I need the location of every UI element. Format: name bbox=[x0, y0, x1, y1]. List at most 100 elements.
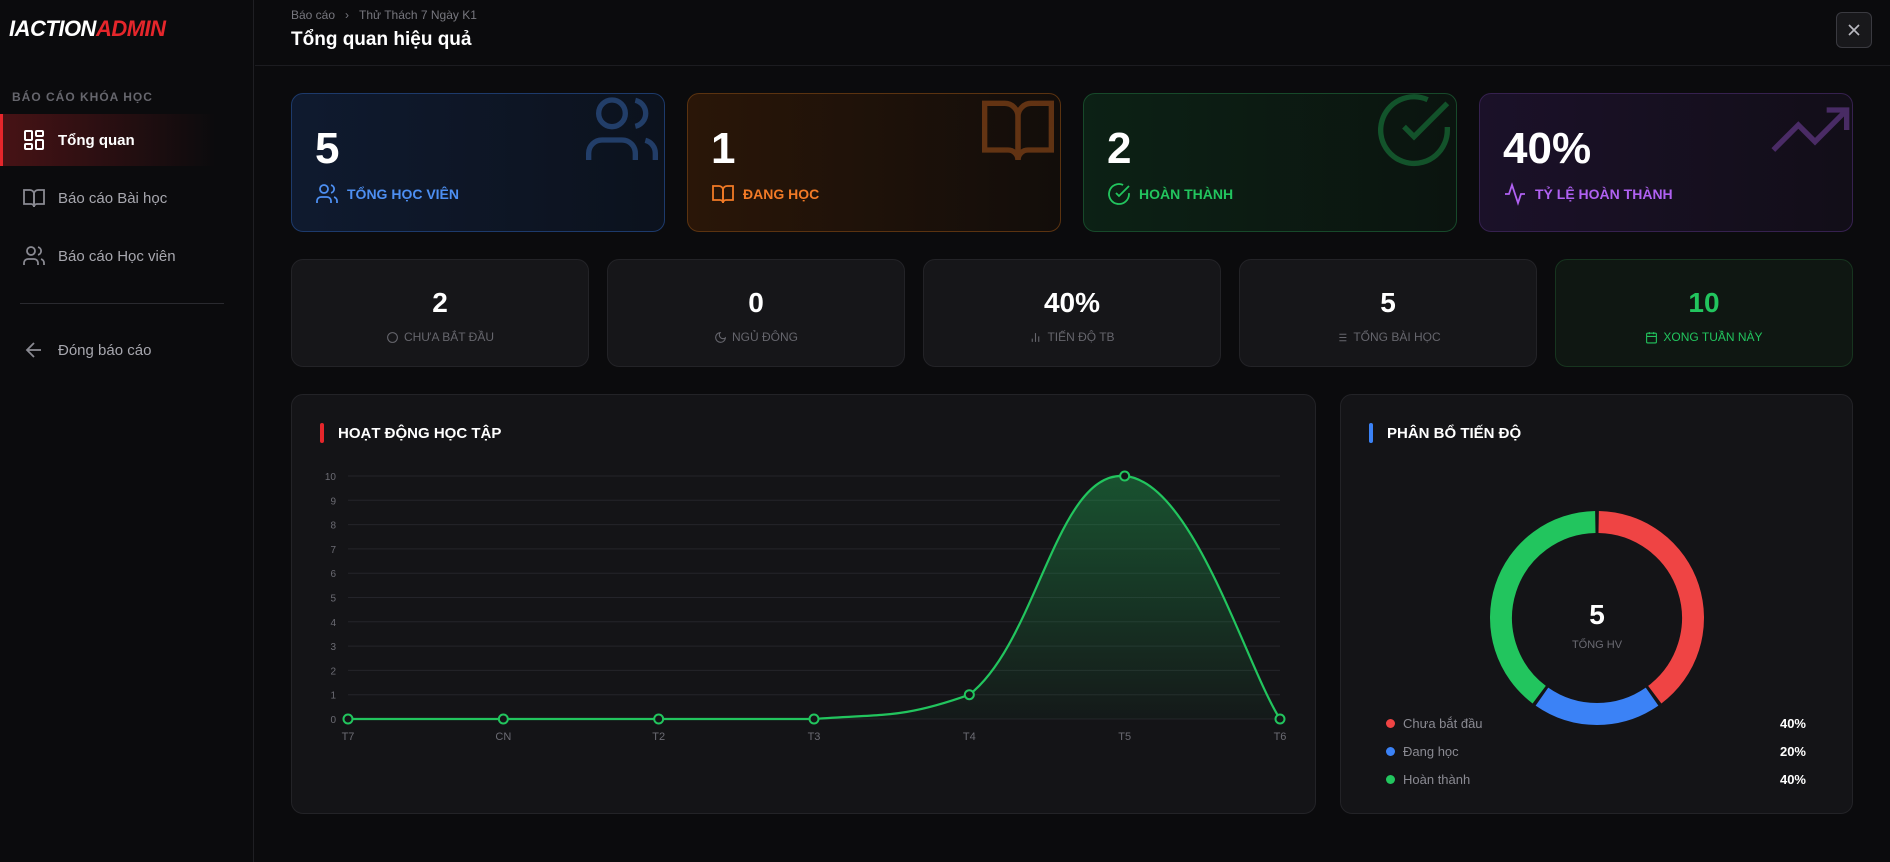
mini-label: CHƯA BẮT ĐẦU bbox=[403, 330, 495, 344]
donut-slice bbox=[1490, 511, 1596, 704]
legend-item-in-progress: Đang học 20% bbox=[1386, 744, 1806, 759]
app-logo[interactable]: IACTIONADMIN bbox=[9, 16, 166, 42]
book-open-icon bbox=[982, 100, 1054, 161]
mini-label: XONG TUẦN NÀY bbox=[1663, 330, 1763, 344]
mini-label: TỔNG BÀI HỌC bbox=[1353, 330, 1441, 344]
activity-chart-panel: HOẠT ĐỘNG HỌC TẬP 0 1 2 3 4 5 6 7 8 9 10 T7 CN T2 T3 T4… bbox=[291, 394, 1316, 814]
moon-icon bbox=[715, 331, 727, 343]
page-header: Báo cáo › Thử Thách 7 Ngày K1 Tổng quan … bbox=[255, 0, 1890, 66]
x-tick-label: T4 bbox=[963, 731, 976, 743]
stat-label: TỶ LỆ HOÀN THÀNH bbox=[1535, 186, 1673, 202]
users-icon bbox=[586, 97, 659, 160]
stat-value: 2 bbox=[1107, 124, 1132, 173]
x-tick-label: T3 bbox=[808, 731, 821, 743]
sidebar-item-lesson-report[interactable]: Báo cáo Bài học bbox=[0, 172, 254, 224]
circle-icon bbox=[387, 331, 398, 343]
stat-label: ĐANG HỌC bbox=[743, 186, 820, 202]
legend-item-not-started: Chưa bắt đầu 40% bbox=[1386, 716, 1806, 731]
sidebar-item-overview[interactable]: Tổng quan bbox=[0, 114, 254, 166]
breadcrumb-item-reports[interactable]: Báo cáo bbox=[291, 8, 336, 22]
stat-card-in-progress: 1 ĐANG HỌC bbox=[687, 93, 1061, 232]
legend-dot bbox=[1386, 775, 1395, 784]
stat-label-row: ĐANG HỌC bbox=[711, 182, 819, 206]
y-tick-label: 2 bbox=[330, 666, 336, 677]
sidebar-nav: Tổng quan Báo cáo Bài học Báo cáo Học vi… bbox=[0, 114, 254, 288]
users-icon bbox=[23, 246, 45, 265]
y-tick-label: 4 bbox=[330, 618, 336, 629]
x-tick-label: CN bbox=[495, 731, 511, 743]
stat-value: 1 bbox=[711, 124, 736, 173]
mini-value: 2 bbox=[432, 287, 448, 318]
y-tick-label: 1 bbox=[330, 691, 336, 702]
mini-value: 0 bbox=[748, 287, 764, 318]
chevron-right-icon: › bbox=[345, 8, 350, 22]
y-tick-label: 5 bbox=[330, 594, 336, 605]
stat-card-completion-rate: 40% TỶ LỆ HOÀN THÀNH bbox=[1479, 93, 1853, 232]
close-report-button[interactable]: Đóng báo cáo bbox=[0, 324, 254, 376]
sidebar-section-label: BÁO CÁO KHÓA HỌC bbox=[12, 90, 153, 104]
grid-icon bbox=[24, 130, 44, 150]
legend-label: Chưa bắt đầu bbox=[1403, 716, 1483, 731]
data-point bbox=[342, 713, 354, 725]
mini-label-row: XONG TUẦN NÀY bbox=[1556, 330, 1852, 344]
mini-label-row: TỔNG BÀI HỌC bbox=[1240, 330, 1536, 344]
trending-up-icon bbox=[1771, 107, 1850, 152]
mini-card-total-lessons: 5 TỔNG BÀI HỌC bbox=[1239, 259, 1537, 367]
panel-title: PHÂN BỔ TIẾN ĐỘ bbox=[1369, 423, 1521, 443]
book-open-icon bbox=[23, 189, 45, 208]
y-tick-label: 6 bbox=[330, 569, 336, 580]
donut-slice bbox=[1535, 687, 1659, 725]
sidebar-divider bbox=[20, 303, 224, 304]
activity-icon bbox=[1505, 182, 1525, 206]
legend-label: Đang học bbox=[1403, 744, 1459, 759]
panel-title-text: HOẠT ĐỘNG HỌC TẬP bbox=[338, 424, 502, 442]
mini-value: 5 bbox=[1380, 287, 1396, 318]
data-point bbox=[1119, 470, 1131, 482]
stat-label: HOÀN THÀNH bbox=[1139, 186, 1234, 202]
sidebar-item-label: Tổng quan bbox=[58, 131, 135, 149]
logo-part-2: ADMIN bbox=[95, 16, 166, 41]
legend-value: 40% bbox=[1779, 772, 1806, 787]
mini-card-avg-progress: 40% TIẾN ĐỘ TB bbox=[923, 259, 1221, 367]
mini-label: TIẾN ĐỘ TB bbox=[1047, 330, 1115, 344]
panel-title-text: PHÂN BỔ TIẾN ĐỘ bbox=[1387, 424, 1522, 442]
stat-label-row: HOÀN THÀNH bbox=[1107, 182, 1233, 206]
breadcrumb-item-course[interactable]: Thử Thách 7 Ngày K1 bbox=[359, 8, 477, 22]
sidebar-item-student-report[interactable]: Báo cáo Học viên bbox=[0, 230, 254, 282]
x-tick-label: T2 bbox=[652, 731, 665, 743]
bar-chart-icon bbox=[1032, 332, 1040, 342]
y-tick-label: 7 bbox=[330, 545, 336, 556]
data-point bbox=[497, 713, 509, 725]
legend-label: Hoàn thành bbox=[1403, 772, 1471, 787]
progress-distribution-panel: PHÂN BỔ TIẾN ĐỘ 5 TỔNG HV Chưa bắt đầu 40… bbox=[1340, 394, 1853, 814]
mini-value: 10 bbox=[1688, 287, 1720, 318]
panel-accent-bar bbox=[1369, 423, 1373, 443]
y-tick-label: 9 bbox=[330, 496, 336, 507]
sidebar-item-label: Báo cáo Học viên bbox=[58, 247, 176, 265]
y-tick-label: 8 bbox=[330, 521, 336, 532]
mini-label-row: CHƯA BẮT ĐẦU bbox=[292, 330, 588, 344]
y-tick-label: 10 bbox=[325, 472, 337, 483]
book-open-icon bbox=[712, 185, 734, 204]
close-button[interactable] bbox=[1836, 12, 1872, 48]
mini-value: 40% bbox=[1043, 287, 1101, 318]
mini-card-done-this-week: 10 XONG TUẦN NÀY bbox=[1555, 259, 1853, 367]
check-circle-icon bbox=[1378, 94, 1450, 167]
stat-card-total-students: 5 TỔNG HỌC VIÊN bbox=[291, 93, 665, 232]
stat-label-row: TỶ LỆ HOÀN THÀNH bbox=[1503, 182, 1673, 206]
y-tick-label: 3 bbox=[330, 642, 336, 653]
users-icon bbox=[316, 184, 338, 203]
legend-dot bbox=[1386, 719, 1395, 728]
stat-value: 40% bbox=[1503, 124, 1592, 173]
y-tick-label: 0 bbox=[330, 715, 336, 726]
mini-card-dormant: 0 NGỦ ĐÔNG bbox=[607, 259, 905, 367]
x-tick-label: T5 bbox=[1118, 731, 1131, 743]
stat-label-row: TỔNG HỌC VIÊN bbox=[315, 182, 459, 206]
legend-value: 20% bbox=[1779, 744, 1806, 759]
sidebar: IACTIONADMIN BÁO CÁO KHÓA HỌC Tổng quan … bbox=[0, 0, 254, 862]
stat-label: TỔNG HỌC VIÊN bbox=[347, 186, 460, 202]
list-icon bbox=[1336, 333, 1347, 341]
legend-item-completed: Hoàn thành 40% bbox=[1386, 772, 1806, 787]
series-line bbox=[348, 474, 1281, 721]
